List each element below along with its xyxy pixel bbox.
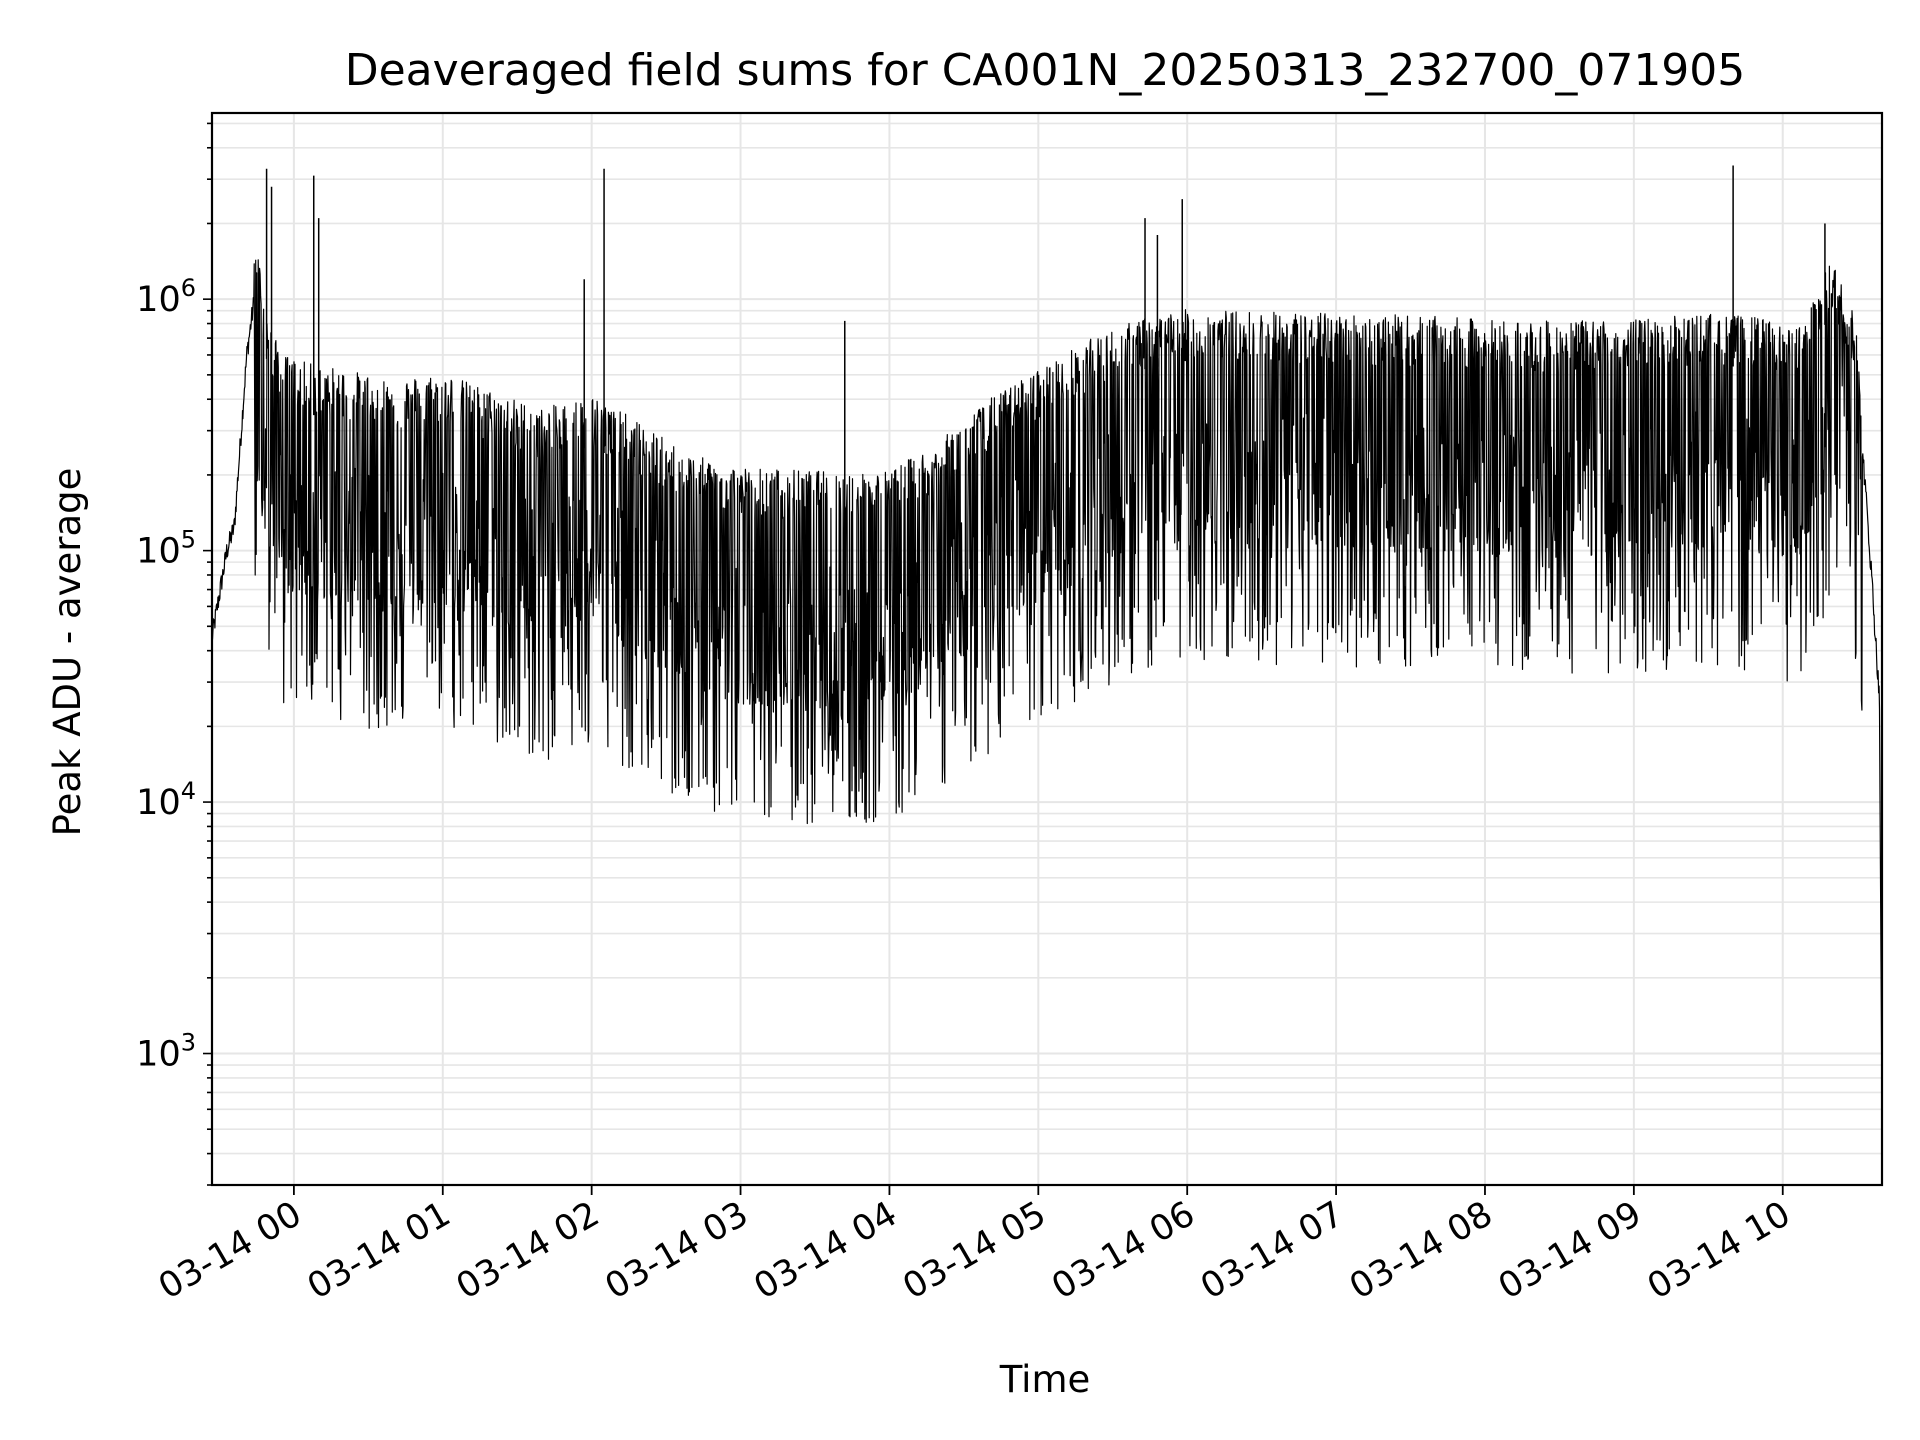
chart-title: Deaveraged field sums for CA001N_2025031… bbox=[345, 45, 1746, 96]
series-line bbox=[211, 259, 1883, 1123]
y-axis-label: Peak ADU - average bbox=[46, 468, 89, 837]
plot-area bbox=[211, 165, 1883, 1123]
x-axis-label: Time bbox=[999, 1358, 1091, 1401]
y-tick-label: 106 bbox=[136, 274, 196, 320]
y-tick-label: 105 bbox=[136, 526, 196, 572]
y-tick-label: 104 bbox=[136, 777, 196, 823]
y-axis: 103 104 105 106 bbox=[136, 122, 212, 1186]
y-tick-label: 103 bbox=[136, 1029, 196, 1075]
gridlines bbox=[212, 113, 1882, 1186]
plot-frame bbox=[210, 111, 1884, 1187]
